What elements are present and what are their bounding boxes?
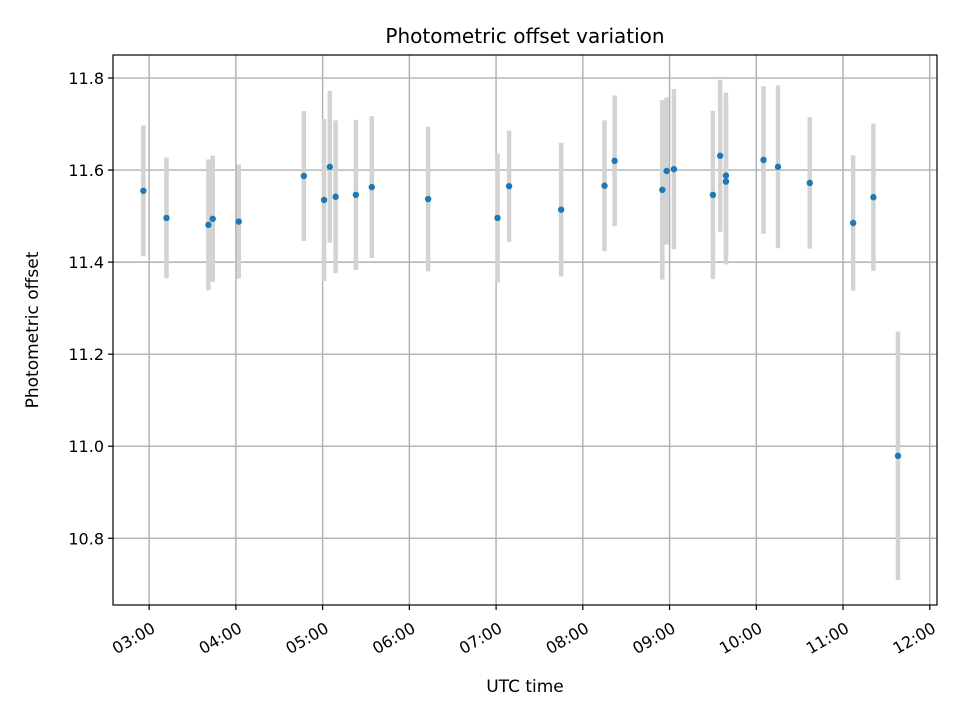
data-point	[611, 157, 618, 165]
data-point	[209, 215, 216, 223]
data-point	[722, 178, 730, 185]
plot-frame	[112, 54, 938, 606]
data-point	[849, 219, 857, 227]
data-point	[806, 179, 813, 187]
data-point	[163, 214, 170, 222]
data-point	[870, 194, 877, 201]
chart-title: Photometric offset variation	[385, 24, 664, 48]
data-point	[494, 214, 501, 222]
grid-lines	[113, 55, 937, 605]
data-point	[140, 187, 147, 194]
data-point	[601, 182, 608, 189]
data-point	[659, 186, 666, 194]
y-tick-label: 11.4	[68, 253, 104, 272]
data-point	[352, 191, 360, 199]
y-axis-label: Photometric offset	[23, 251, 43, 408]
data-point	[205, 221, 212, 229]
data-point	[709, 191, 717, 199]
data-point	[670, 165, 678, 173]
y-tick-label: 11.0	[68, 437, 104, 456]
x-axis-label: UTC time	[486, 677, 564, 697]
data-points	[140, 152, 902, 460]
y-tick-label: 11.6	[68, 161, 104, 180]
data-point	[760, 156, 767, 164]
data-point	[326, 163, 334, 171]
y-tick-label: 10.8	[68, 529, 104, 548]
data-point	[235, 218, 242, 225]
data-point	[424, 195, 432, 203]
data-point	[774, 163, 782, 171]
data-point	[557, 206, 565, 213]
y-tick-label: 11.2	[68, 345, 104, 364]
data-point	[663, 167, 670, 175]
data-point	[505, 182, 513, 190]
data-point	[716, 152, 724, 159]
data-point	[894, 452, 902, 460]
data-point	[332, 193, 339, 200]
data-point	[722, 172, 730, 179]
data-point	[320, 196, 328, 204]
data-point	[300, 172, 308, 180]
data-point	[368, 183, 375, 191]
y-tick-label: 11.8	[68, 69, 104, 88]
